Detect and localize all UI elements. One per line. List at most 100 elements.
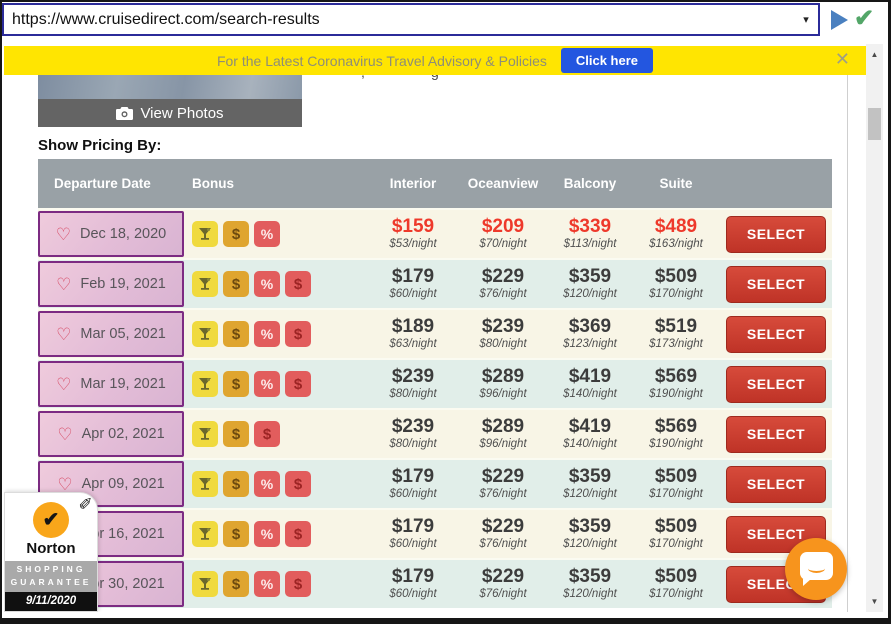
- table-row: ♡ Apr 30, 2021 $%$ $179$60/night $229$76…: [38, 558, 832, 608]
- balcony-price-cell: $419 $140/night: [548, 366, 632, 401]
- percent-bonus-icon[interactable]: %: [254, 521, 280, 547]
- departure-date-label: Apr 30, 2021: [81, 576, 165, 592]
- price-per-night: $190/night: [649, 438, 703, 451]
- oceanview-price-cell: $209 $70/night: [458, 216, 548, 251]
- select-button[interactable]: SELECT: [726, 215, 826, 253]
- dollar-gold-bonus-icon[interactable]: $: [223, 521, 249, 547]
- select-button[interactable]: SELECT: [726, 465, 826, 503]
- interior-price-cell: $159 $53/night: [368, 216, 458, 251]
- dollar-gold-bonus-icon[interactable]: $: [223, 271, 249, 297]
- interior-price-cell: $239 $80/night: [368, 416, 458, 451]
- departure-date-cell[interactable]: ♡ Mar 05, 2021: [38, 311, 184, 357]
- select-button[interactable]: SELECT: [726, 415, 826, 453]
- price-per-night: $163/night: [649, 238, 703, 251]
- go-arrow-icon[interactable]: [831, 10, 848, 30]
- select-button[interactable]: SELECT: [726, 265, 826, 303]
- dollar-red-bonus-icon[interactable]: $: [285, 471, 311, 497]
- percent-bonus-icon[interactable]: %: [254, 571, 280, 597]
- percent-bonus-icon[interactable]: %: [254, 471, 280, 497]
- percent-bonus-icon[interactable]: %: [254, 321, 280, 347]
- price-amount: $229: [481, 566, 525, 588]
- price-amount: $239: [481, 316, 525, 338]
- select-button[interactable]: SELECT: [726, 315, 826, 353]
- click-here-button[interactable]: Click here: [560, 48, 654, 73]
- bonus-icons: $ $: [188, 421, 368, 447]
- price-amount: $229: [481, 266, 525, 288]
- column-header-suite: Suite: [659, 176, 693, 191]
- close-icon[interactable]: ✕: [834, 49, 850, 69]
- interior-price-cell: $179 $60/night: [368, 266, 458, 301]
- vertical-scrollbar[interactable]: ▲ ▼: [866, 44, 883, 612]
- url-text[interactable]: https://www.cruisedirect.com/search-resu…: [12, 10, 320, 28]
- departure-date-cell[interactable]: ♡ Feb 19, 2021: [38, 261, 184, 307]
- scroll-down-arrow-icon[interactable]: ▼: [870, 597, 879, 606]
- dollar-red-bonus-icon[interactable]: $: [285, 521, 311, 547]
- interior-price-cell: $179 $60/night: [368, 516, 458, 551]
- price-per-night: $76/night: [479, 588, 527, 601]
- bonus-icons: $% $: [188, 371, 368, 397]
- table-row: ♡ Mar 05, 2021 $% $ $189 $63/night $239 $80…: [38, 308, 832, 358]
- url-dropdown-caret-icon[interactable]: ▾: [803, 14, 809, 26]
- scroll-up-arrow-icon[interactable]: ▲: [870, 50, 879, 59]
- norton-check-icon: ✔: [33, 501, 69, 538]
- coronavirus-advisory-banner: For the Latest Coronavirus Travel Adviso…: [4, 46, 866, 75]
- chat-launcher-button[interactable]: [785, 538, 847, 600]
- drink-bonus-icon[interactable]: [192, 471, 218, 497]
- drink-bonus-icon[interactable]: [192, 221, 218, 247]
- price-per-night: $170/night: [649, 538, 703, 551]
- drink-bonus-icon[interactable]: [192, 421, 218, 447]
- heart-icon[interactable]: ♡: [57, 424, 73, 444]
- drink-bonus-icon[interactable]: [192, 321, 218, 347]
- dollar-red-bonus-icon[interactable]: $: [285, 571, 311, 597]
- heart-icon[interactable]: ♡: [56, 274, 72, 294]
- drink-bonus-icon[interactable]: [192, 521, 218, 547]
- suite-price-cell: $509 $170/night: [632, 566, 720, 601]
- drink-bonus-icon[interactable]: [192, 571, 218, 597]
- url-bar[interactable]: https://www.cruisedirect.com/search-resu…: [2, 3, 820, 36]
- departure-date-label: Feb 19, 2021: [80, 276, 166, 292]
- heart-icon[interactable]: ♡: [56, 374, 72, 394]
- departure-date-cell[interactable]: ♡ Mar 19, 2021: [38, 361, 184, 407]
- departure-date-label: Mar 05, 2021: [80, 326, 166, 342]
- price-amount: $339: [568, 216, 612, 238]
- scrollbar-thumb[interactable]: [868, 108, 881, 140]
- select-button[interactable]: SELECT: [726, 365, 826, 403]
- heart-icon[interactable]: ♡: [56, 324, 72, 344]
- price-per-night: $53/night: [389, 238, 437, 251]
- departure-date-cell[interactable]: ♡ Dec 18, 2020: [38, 211, 184, 257]
- drink-bonus-icon[interactable]: [192, 371, 218, 397]
- dollar-red-bonus-icon[interactable]: $: [285, 371, 311, 397]
- price-per-night: $60/night: [389, 488, 437, 501]
- percent-bonus-icon[interactable]: %: [254, 271, 280, 297]
- price-amount: $229: [481, 466, 525, 488]
- price-per-night: $120/night: [563, 588, 617, 601]
- dollar-gold-bonus-icon[interactable]: $: [223, 471, 249, 497]
- heart-icon[interactable]: ♡: [55, 224, 71, 244]
- dollar-red-bonus-icon[interactable]: $: [285, 321, 311, 347]
- departure-date-cell[interactable]: ♡ Apr 02, 2021: [38, 411, 184, 457]
- price-per-night: $76/night: [479, 538, 527, 551]
- balcony-price-cell: $419 $140/night: [548, 416, 632, 451]
- drink-bonus-icon[interactable]: [192, 271, 218, 297]
- suite-price-cell: $509 $170/night: [632, 466, 720, 501]
- dollar-red-bonus-icon[interactable]: $: [254, 421, 280, 447]
- price-per-night: $80/night: [389, 388, 437, 401]
- view-photos-button[interactable]: View Photos: [38, 99, 302, 127]
- dollar-gold-bonus-icon[interactable]: $: [223, 421, 249, 447]
- norton-date: 9/11/2020: [5, 592, 97, 611]
- oceanview-price-cell: $229 $76/night: [458, 466, 548, 501]
- percent-bonus-icon[interactable]: %: [254, 221, 280, 247]
- departure-date-label: Apr 09, 2021: [81, 476, 165, 492]
- chat-bubble-icon: [800, 552, 833, 586]
- dollar-gold-bonus-icon[interactable]: $: [223, 571, 249, 597]
- dollar-gold-bonus-icon[interactable]: $: [223, 321, 249, 347]
- dollar-gold-bonus-icon[interactable]: $: [223, 221, 249, 247]
- balcony-price-cell: $339 $113/night: [548, 216, 632, 251]
- heart-icon[interactable]: ♡: [57, 474, 73, 494]
- dollar-red-bonus-icon[interactable]: $: [285, 271, 311, 297]
- price-per-night: $140/night: [563, 438, 617, 451]
- checkmark-icon[interactable]: ✔: [854, 5, 875, 32]
- norton-shopping-guarantee-badge[interactable]: ✎ ✔ Norton SHOPPING GUARANTEE 9/11/2020: [4, 491, 98, 612]
- dollar-gold-bonus-icon[interactable]: $: [223, 371, 249, 397]
- percent-bonus-icon[interactable]: %: [254, 371, 280, 397]
